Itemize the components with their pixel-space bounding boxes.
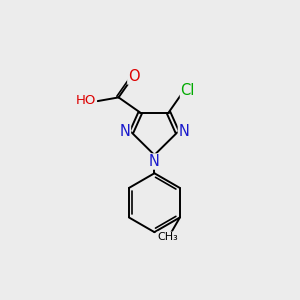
Text: O: O [128,69,140,84]
Text: CH₃: CH₃ [157,232,178,242]
Text: N: N [178,124,189,139]
Text: HO: HO [76,94,96,107]
Text: Cl: Cl [181,83,195,98]
Text: N: N [149,154,160,169]
Text: N: N [119,124,130,139]
